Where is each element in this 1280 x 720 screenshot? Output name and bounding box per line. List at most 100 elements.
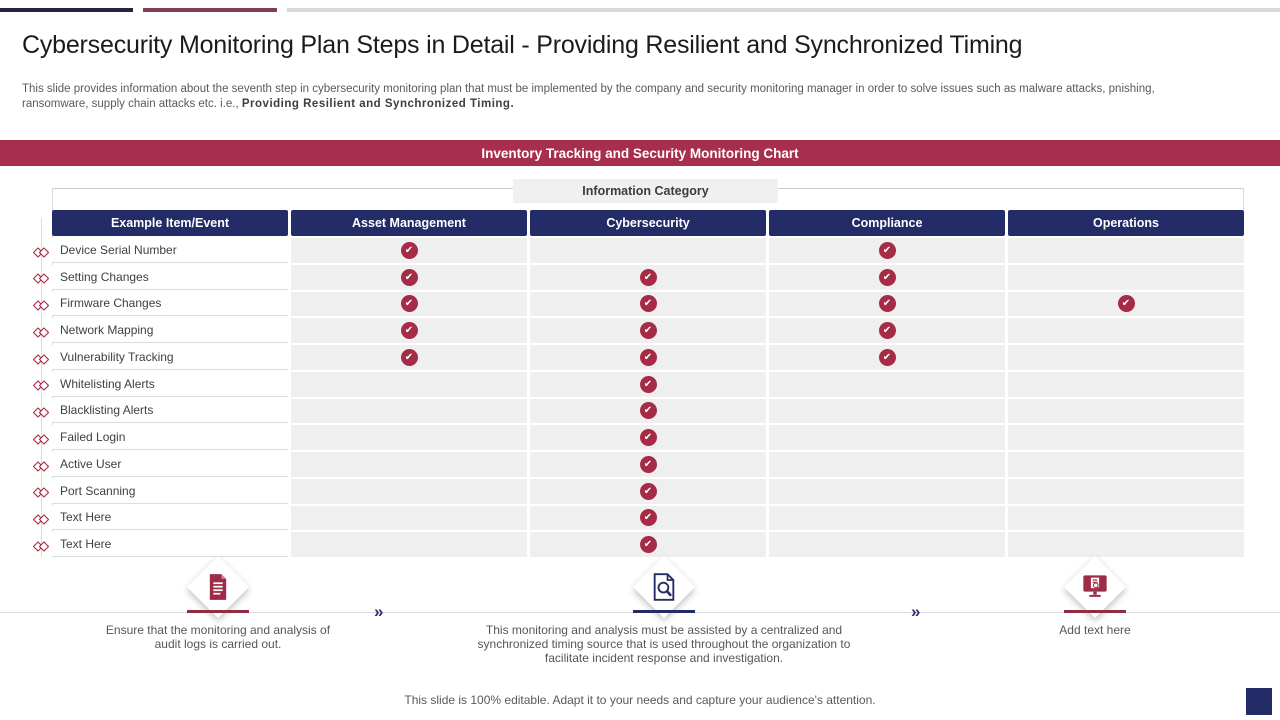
check-icon: ✔: [639, 482, 657, 500]
diamond-marker-icon: [32, 298, 50, 311]
check-cell: ✔: [530, 425, 766, 450]
empty-cell: [769, 398, 1005, 424]
empty-cell: [291, 532, 527, 557]
row-label: Vulnerability Tracking: [52, 345, 288, 370]
check-icon: ✔: [639, 375, 657, 393]
slide-description: This slide provides information about th…: [22, 82, 1212, 112]
row-label: Network Mapping: [52, 318, 288, 343]
diamond-marker-icon: [32, 459, 50, 472]
table-right-border: [1243, 188, 1244, 210]
check-icon: ✔: [400, 268, 418, 286]
empty-cell: [1008, 345, 1244, 370]
slide-description-bold: Providing Resilient and Synchronized Tim…: [241, 98, 515, 110]
empty-cell: [1008, 532, 1244, 557]
check-cell: ✔: [530, 505, 766, 531]
check-icon: ✔: [878, 322, 896, 340]
row-label: Text Here: [52, 532, 288, 557]
check-cell: ✔: [530, 291, 766, 317]
column-header: Asset Management: [291, 210, 527, 236]
diamond-marker-icon: [32, 405, 50, 418]
row-label: Firmware Changes: [52, 291, 288, 317]
check-cell: ✔: [1008, 291, 1244, 317]
diamond-marker-icon: [32, 352, 50, 365]
empty-cell: [769, 425, 1005, 450]
check-icon: ✔: [400, 322, 418, 340]
column-header: Cybersecurity: [530, 210, 766, 236]
row-label: Blacklisting Alerts: [52, 398, 288, 424]
editable-note: This slide is 100% editable. Adapt it to…: [404, 693, 876, 707]
check-cell: ✔: [291, 238, 527, 263]
top-accent-bar-navy: [0, 8, 133, 12]
top-accent-bar-gray: [287, 8, 1280, 12]
empty-cell: [1008, 478, 1244, 504]
check-icon: ✔: [878, 241, 896, 259]
check-cell: ✔: [769, 238, 1005, 263]
check-cell: ✔: [769, 264, 1005, 290]
row-label: Device Serial Number: [52, 238, 288, 263]
diamond-marker-icon: [32, 432, 50, 445]
check-cell: ✔: [530, 318, 766, 343]
document-search-icon: [647, 570, 681, 604]
step-2-text: This monitoring and analysis must be ass…: [477, 623, 851, 665]
check-icon: ✔: [400, 295, 418, 313]
group-header-information-category: Information Category: [513, 179, 778, 203]
check-cell: ✔: [291, 264, 527, 290]
empty-cell: [1008, 371, 1244, 397]
row-label: Port Scanning: [52, 478, 288, 504]
check-icon: ✔: [639, 348, 657, 366]
check-cell: ✔: [769, 291, 1005, 317]
check-cell: ✔: [530, 345, 766, 370]
empty-cell: [291, 452, 527, 477]
check-cell: ✔: [769, 318, 1005, 343]
step-1-underline: [187, 610, 249, 613]
diamond-marker-icon: [32, 512, 50, 525]
corner-accent-square: [1246, 688, 1272, 715]
check-icon: ✔: [1117, 295, 1135, 313]
top-accent-bar-crimson: [143, 8, 277, 12]
audit-log-document-icon: [201, 570, 235, 604]
check-icon: ✔: [639, 295, 657, 313]
monitoring-table: Example Item/Event Asset Management Cybers…: [52, 210, 1244, 557]
chevron-right-icon: »: [911, 602, 921, 621]
empty-cell: [1008, 452, 1244, 477]
diamond-marker-icon: [32, 378, 50, 392]
row-label: Whitelisting Alerts: [52, 371, 288, 397]
check-icon: ✔: [639, 402, 657, 420]
diamond-marker-icon: [32, 325, 50, 338]
column-header: Operations: [1008, 210, 1244, 236]
empty-cell: [291, 371, 527, 397]
check-cell: ✔: [769, 345, 1005, 370]
chevron-right-icon: »: [374, 602, 384, 621]
check-icon: ✔: [639, 322, 657, 340]
check-icon: ✔: [878, 295, 896, 313]
check-cell: ✔: [291, 345, 527, 370]
empty-cell: [1008, 425, 1244, 450]
empty-cell: [769, 505, 1005, 531]
check-icon: ✔: [639, 429, 657, 447]
row-label: Active User: [52, 452, 288, 477]
empty-cell: [1008, 318, 1244, 343]
diamond-marker-icon: [32, 539, 50, 552]
monitor-search-icon: [1078, 570, 1112, 604]
check-cell: ✔: [530, 264, 766, 290]
check-icon: ✔: [878, 268, 896, 286]
check-cell: ✔: [530, 371, 766, 397]
slide-description-regular: This slide provides information about th…: [22, 83, 1155, 110]
diamond-marker-icon: [32, 271, 50, 285]
check-cell: ✔: [291, 318, 527, 343]
check-icon: ✔: [878, 348, 896, 366]
step-2-underline: [633, 610, 695, 613]
column-header: Example Item/Event: [52, 210, 288, 236]
empty-cell: [769, 371, 1005, 397]
empty-cell: [291, 425, 527, 450]
row-label: Text Here: [52, 505, 288, 531]
row-label: Failed Login: [52, 425, 288, 450]
step-3-text: Add text here: [1059, 623, 1131, 637]
check-cell: ✔: [530, 452, 766, 477]
page-title: Cybersecurity Monitoring Plan Steps in D…: [22, 31, 1023, 59]
check-icon: ✔: [400, 348, 418, 366]
diamond-marker-icon: [32, 485, 50, 499]
empty-cell: [291, 398, 527, 424]
step-3-underline: [1064, 610, 1126, 613]
empty-cell: [1008, 505, 1244, 531]
